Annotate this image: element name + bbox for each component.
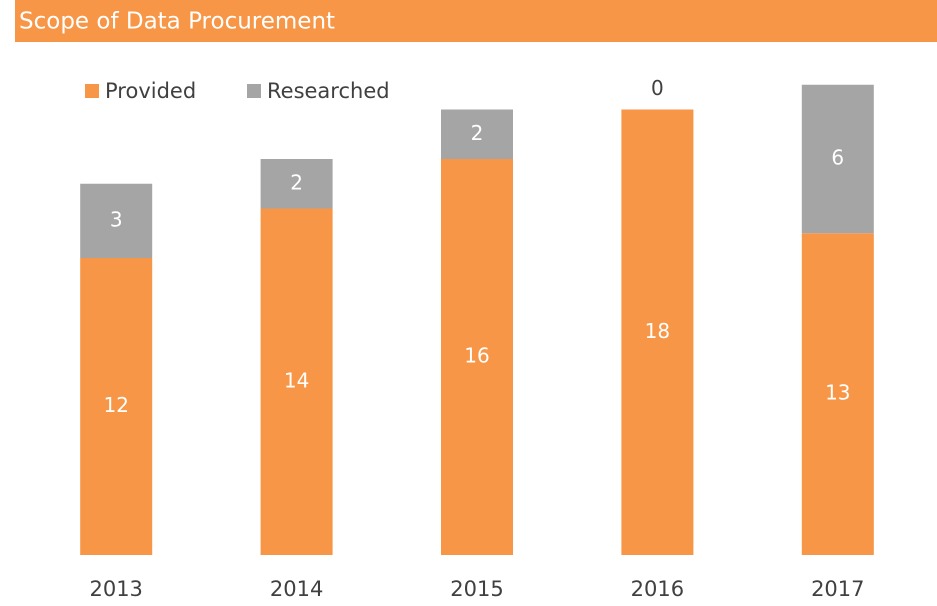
title-banner bbox=[15, 0, 937, 42]
bar-segment bbox=[441, 109, 513, 159]
data-label: 18 bbox=[645, 319, 670, 343]
data-label: 16 bbox=[464, 344, 489, 368]
bar-segment bbox=[801, 233, 874, 555]
x-tick-label: 2017 bbox=[811, 577, 864, 601]
bar-segment bbox=[260, 159, 333, 209]
legend-swatch bbox=[85, 84, 99, 98]
legend-label: Researched bbox=[267, 79, 390, 103]
bar-segment bbox=[80, 183, 153, 258]
data-label: 12 bbox=[103, 393, 128, 417]
x-tick-label: 2014 bbox=[270, 577, 323, 601]
data-label: 14 bbox=[284, 368, 309, 392]
legend-label: Provided bbox=[105, 79, 196, 103]
data-label: 2 bbox=[471, 121, 484, 145]
bar-segment bbox=[260, 208, 333, 555]
legend-swatch bbox=[247, 84, 261, 98]
data-label: 3 bbox=[110, 207, 123, 231]
bar-segment bbox=[621, 109, 694, 555]
x-tick-label: 2016 bbox=[631, 577, 684, 601]
bar-segment bbox=[80, 258, 153, 555]
x-tick-label: 2015 bbox=[450, 577, 503, 601]
bar-segment bbox=[801, 84, 874, 234]
data-label: 6 bbox=[831, 146, 844, 170]
bar-segment bbox=[441, 159, 513, 555]
data-label: 0 bbox=[651, 76, 664, 100]
data-label: 2 bbox=[290, 170, 303, 194]
chart-title: Scope of Data Procurement bbox=[19, 9, 335, 35]
data-label: 13 bbox=[825, 381, 850, 405]
x-tick-label: 2013 bbox=[89, 577, 142, 601]
